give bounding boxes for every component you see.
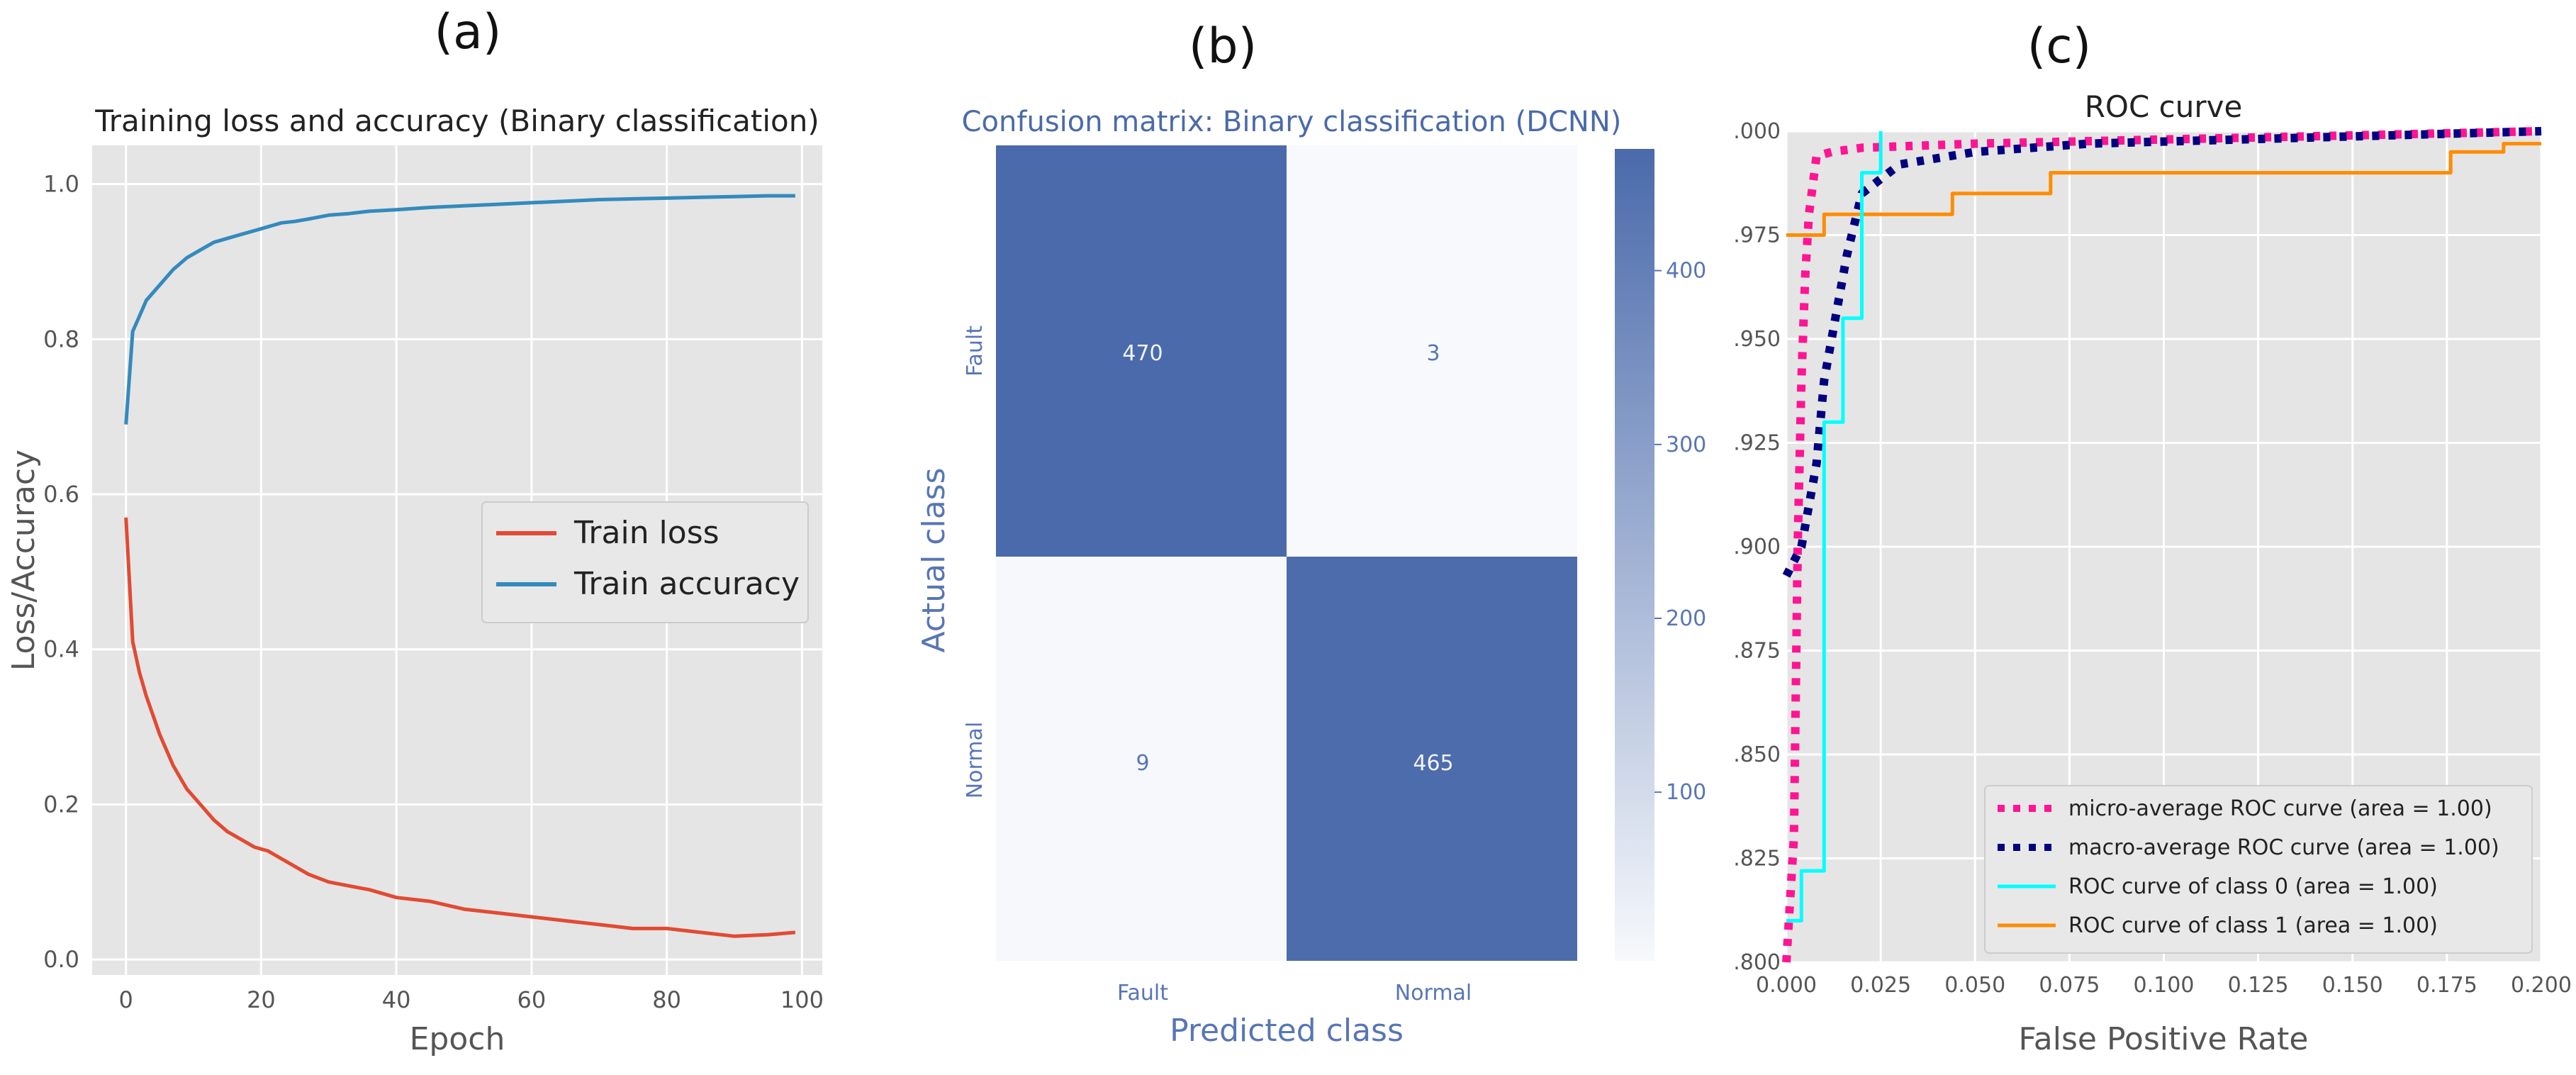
c-xtick-label: 0.000: [1756, 973, 1817, 998]
c-ytick-label: .925: [1733, 431, 1781, 456]
cm-cell-normal-normal: [1287, 557, 1577, 961]
cm-row-label-normal: Normal: [963, 722, 987, 799]
a-xtick-label: 40: [382, 986, 411, 1013]
series-class-1-roc: [1786, 142, 2541, 237]
panel-c-legend-box: [1984, 785, 2533, 954]
c-ytick-label: .875: [1733, 639, 1781, 664]
panel-a-legend: Train loss Train accuracy: [481, 501, 809, 623]
a-xtick-label: 60: [517, 986, 547, 1013]
cbar-tick-label: 100: [1666, 780, 1706, 805]
cm-row-label-fault: Fault: [963, 325, 987, 377]
c-ytick-label: .975: [1733, 223, 1781, 248]
panel-c-title: ROC curve: [2085, 89, 2243, 124]
cm-value-normal-fault: 9: [1136, 751, 1149, 776]
a-ytick-label: 0.0: [43, 946, 79, 973]
a-ytick-label: 0.2: [43, 791, 79, 818]
panel-b-confusion-matrix: (b) Confusion matrix: Binary classificat…: [916, 18, 1706, 1049]
cm-col-label-normal: Normal: [1395, 981, 1472, 1006]
a-xtick-label: 80: [652, 986, 681, 1013]
c-ytick-label: .800: [1733, 950, 1781, 975]
legend-label-macro-average: macro-average ROC curve (area = 1.00): [2068, 835, 2499, 860]
cm-value-fault-normal: 3: [1426, 341, 1440, 366]
c-ytick-label: .850: [1733, 742, 1781, 767]
panel-c-ticks: 0.000 0.025 0.050 0.075 0.100 0.125 0.150 0.175…: [1733, 119, 2572, 998]
cm-cell-normal-fault: [996, 557, 1287, 961]
c-xtick-label: 0.100: [2134, 973, 2195, 998]
cm-cell-fault-normal: [1287, 145, 1577, 557]
cm-colorbar-ticks: 100 200 300 400: [1654, 259, 1706, 805]
panel-a-series: [124, 194, 796, 938]
panel-b-ylabel: Actual class: [916, 467, 952, 652]
panel-c-series: [1782, 127, 2542, 963]
cm-value-fault-fault: 470: [1122, 341, 1163, 366]
c-ytick-label: .000: [1733, 119, 1781, 144]
c-ytick-label: .825: [1733, 847, 1781, 871]
panel-b-label: (b): [1189, 18, 1257, 74]
panel-a-label: (a): [435, 4, 502, 60]
a-ytick-label: 1.0: [43, 171, 79, 198]
a-ytick-label: 0.4: [43, 636, 79, 663]
legend-label-train-loss: Train loss: [573, 515, 719, 551]
panel-a-loss-accuracy-chart: (a) Training loss and accuracy (Binary c…: [6, 4, 824, 1057]
c-xtick-label: 0.150: [2322, 973, 2383, 998]
c-xtick-label: 0.050: [1944, 973, 2005, 998]
a-ytick-label: 0.8: [43, 325, 79, 352]
cbar-tick-label: 400: [1666, 259, 1706, 284]
panel-a-legend-box: [481, 501, 809, 623]
legend-label-train-accuracy: Train accuracy: [573, 566, 800, 602]
panel-c-label: (c): [2027, 18, 2091, 74]
c-xtick-label: 0.075: [2039, 973, 2100, 998]
panel-b-xlabel: Predicted class: [1170, 1013, 1404, 1049]
c-ytick-label: .950: [1733, 327, 1781, 352]
panel-a-ylabel: Loss/Accuracy: [6, 450, 42, 671]
a-xtick-label: 20: [247, 986, 276, 1013]
cbar-tick-label: 300: [1666, 433, 1706, 457]
cm-cell-fault-fault: [996, 145, 1287, 557]
panel-b-title: Confusion matrix: Binary classification …: [962, 106, 1622, 138]
cm-col-label-fault: Fault: [1117, 981, 1168, 1006]
c-xtick-label: 0.175: [2417, 973, 2477, 998]
series-class-0-roc: [1786, 131, 1883, 923]
a-ytick-label: 0.6: [43, 481, 79, 508]
panel-c-legend: micro-average ROC curve (area = 1.00) ma…: [1984, 785, 2533, 954]
legend-label-class-0: ROC curve of class 0 (area = 1.00): [2068, 874, 2438, 899]
a-xtick-label: 0: [119, 986, 133, 1013]
c-xtick-label: 0.025: [1850, 973, 1911, 998]
cbar-tick-label: 200: [1666, 606, 1706, 631]
panel-a-xlabel: Epoch: [410, 1021, 505, 1057]
panel-c-xlabel: False Positive Rate: [2019, 1021, 2309, 1057]
c-xtick-label: 0.125: [2228, 973, 2289, 998]
legend-label-class-1: ROC curve of class 1 (area = 1.00): [2068, 913, 2438, 938]
cm-colorbar: [1615, 149, 1654, 961]
series-train-loss-line: [124, 517, 796, 938]
c-xtick-label: 0.200: [2511, 973, 2572, 998]
panel-a-grid: [92, 145, 822, 975]
panel-a-ticks: 0 20 40 60 80 100 0.0 0.2 0.4 0.6 0.8 1.0: [43, 171, 824, 1013]
c-ytick-label: .900: [1733, 535, 1781, 559]
panel-a-title: Training loss and accuracy (Binary class…: [94, 104, 819, 138]
series-train-accuracy-line: [124, 194, 795, 425]
panel-c-roc-chart: (c) ROC curve 0.000 0.025 0.050 0.075 0.100 0…: [1733, 18, 2572, 1057]
a-xtick-label: 100: [780, 986, 824, 1013]
legend-label-micro-average: micro-average ROC curve (area = 1.00): [2068, 796, 2492, 821]
cm-value-normal-normal: 465: [1413, 751, 1453, 776]
